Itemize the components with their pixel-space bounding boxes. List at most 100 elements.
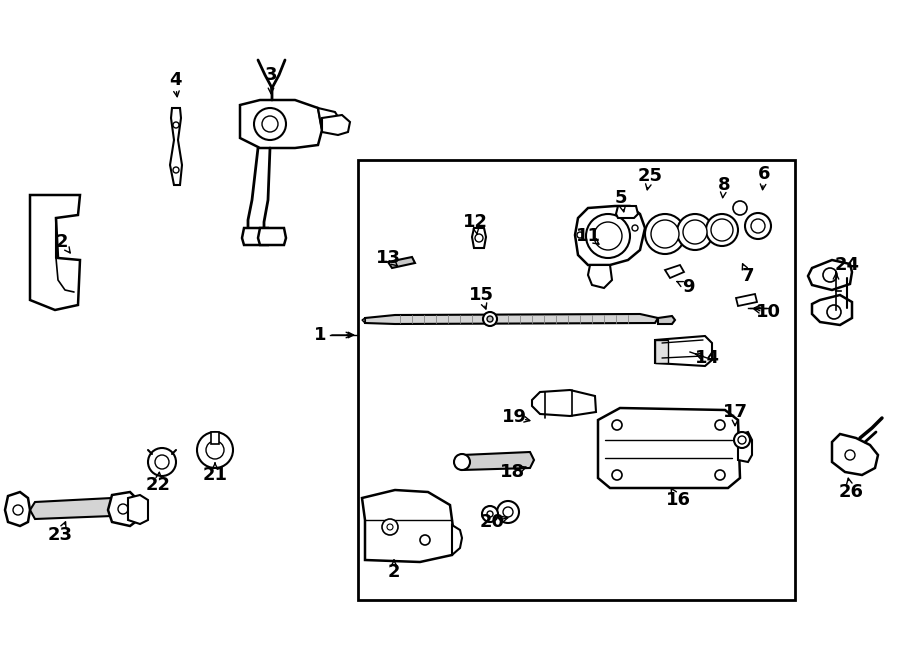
Polygon shape bbox=[5, 492, 30, 526]
Circle shape bbox=[148, 448, 176, 476]
Circle shape bbox=[420, 535, 430, 545]
Circle shape bbox=[155, 455, 169, 469]
Bar bbox=[358, 160, 795, 600]
Polygon shape bbox=[322, 115, 350, 135]
Circle shape bbox=[745, 213, 771, 239]
Polygon shape bbox=[738, 432, 752, 462]
Circle shape bbox=[845, 450, 855, 460]
Circle shape bbox=[645, 214, 685, 254]
Polygon shape bbox=[362, 318, 365, 323]
Circle shape bbox=[594, 222, 622, 250]
Text: 18: 18 bbox=[500, 463, 525, 481]
Circle shape bbox=[715, 470, 725, 480]
Polygon shape bbox=[30, 498, 116, 519]
Text: 17: 17 bbox=[723, 403, 748, 421]
Polygon shape bbox=[832, 434, 878, 475]
Circle shape bbox=[487, 511, 493, 517]
Text: 15: 15 bbox=[469, 286, 493, 304]
Text: 13: 13 bbox=[375, 249, 401, 267]
Polygon shape bbox=[388, 257, 415, 268]
Circle shape bbox=[827, 305, 841, 319]
Circle shape bbox=[651, 220, 679, 248]
Text: 21: 21 bbox=[202, 466, 228, 484]
Circle shape bbox=[586, 214, 630, 258]
Circle shape bbox=[475, 234, 483, 242]
Circle shape bbox=[612, 470, 622, 480]
Polygon shape bbox=[812, 295, 852, 325]
Polygon shape bbox=[658, 316, 675, 324]
Text: 3: 3 bbox=[265, 66, 277, 84]
Polygon shape bbox=[258, 228, 286, 245]
Polygon shape bbox=[30, 195, 80, 310]
Polygon shape bbox=[472, 228, 486, 248]
Polygon shape bbox=[808, 260, 852, 290]
Text: 2: 2 bbox=[56, 233, 68, 251]
Circle shape bbox=[497, 501, 519, 523]
Circle shape bbox=[197, 432, 233, 468]
Circle shape bbox=[738, 436, 746, 444]
Polygon shape bbox=[598, 408, 740, 488]
Circle shape bbox=[118, 504, 128, 514]
Circle shape bbox=[632, 225, 638, 231]
Text: 19: 19 bbox=[501, 408, 526, 426]
Circle shape bbox=[387, 524, 393, 530]
Polygon shape bbox=[362, 490, 455, 562]
Circle shape bbox=[13, 505, 23, 515]
Circle shape bbox=[262, 116, 278, 132]
Circle shape bbox=[715, 420, 725, 430]
Text: 8: 8 bbox=[717, 176, 730, 194]
Polygon shape bbox=[242, 228, 270, 245]
Circle shape bbox=[206, 441, 224, 459]
Polygon shape bbox=[655, 336, 712, 366]
Polygon shape bbox=[170, 108, 182, 185]
Polygon shape bbox=[532, 390, 596, 416]
Text: 26: 26 bbox=[839, 483, 863, 501]
Polygon shape bbox=[665, 265, 684, 278]
Polygon shape bbox=[736, 294, 757, 306]
Text: 22: 22 bbox=[146, 476, 170, 494]
Text: 14: 14 bbox=[695, 349, 719, 367]
Text: 9: 9 bbox=[682, 278, 694, 296]
Polygon shape bbox=[575, 206, 645, 265]
Polygon shape bbox=[240, 100, 322, 148]
Circle shape bbox=[454, 454, 470, 470]
Circle shape bbox=[254, 108, 286, 140]
Polygon shape bbox=[128, 495, 148, 524]
Circle shape bbox=[683, 220, 707, 244]
Circle shape bbox=[706, 214, 738, 246]
Polygon shape bbox=[588, 265, 612, 288]
Circle shape bbox=[734, 432, 750, 448]
Text: 7: 7 bbox=[742, 267, 754, 285]
Polygon shape bbox=[616, 206, 638, 218]
Text: 16: 16 bbox=[665, 491, 690, 509]
Text: 6: 6 bbox=[758, 165, 770, 183]
Circle shape bbox=[487, 316, 493, 322]
Polygon shape bbox=[108, 492, 138, 526]
Circle shape bbox=[382, 519, 398, 535]
Polygon shape bbox=[452, 525, 462, 555]
Text: 20: 20 bbox=[480, 513, 505, 531]
Text: 11: 11 bbox=[575, 227, 600, 245]
Circle shape bbox=[751, 219, 765, 233]
Circle shape bbox=[677, 214, 713, 250]
Circle shape bbox=[482, 506, 498, 522]
Circle shape bbox=[823, 268, 837, 282]
Text: 12: 12 bbox=[463, 213, 488, 231]
Polygon shape bbox=[458, 452, 534, 470]
Text: 10: 10 bbox=[755, 303, 780, 321]
Circle shape bbox=[173, 167, 179, 173]
Circle shape bbox=[483, 312, 497, 326]
Circle shape bbox=[711, 219, 733, 241]
Text: 24: 24 bbox=[834, 256, 860, 274]
Text: 5: 5 bbox=[615, 189, 627, 207]
Polygon shape bbox=[211, 432, 219, 444]
Polygon shape bbox=[365, 314, 658, 324]
Circle shape bbox=[612, 420, 622, 430]
Text: 2: 2 bbox=[388, 563, 400, 581]
Circle shape bbox=[577, 232, 583, 238]
Text: 25: 25 bbox=[637, 167, 662, 185]
Circle shape bbox=[733, 201, 747, 215]
Circle shape bbox=[503, 507, 513, 517]
Polygon shape bbox=[655, 340, 668, 363]
Text: 4: 4 bbox=[169, 71, 181, 89]
